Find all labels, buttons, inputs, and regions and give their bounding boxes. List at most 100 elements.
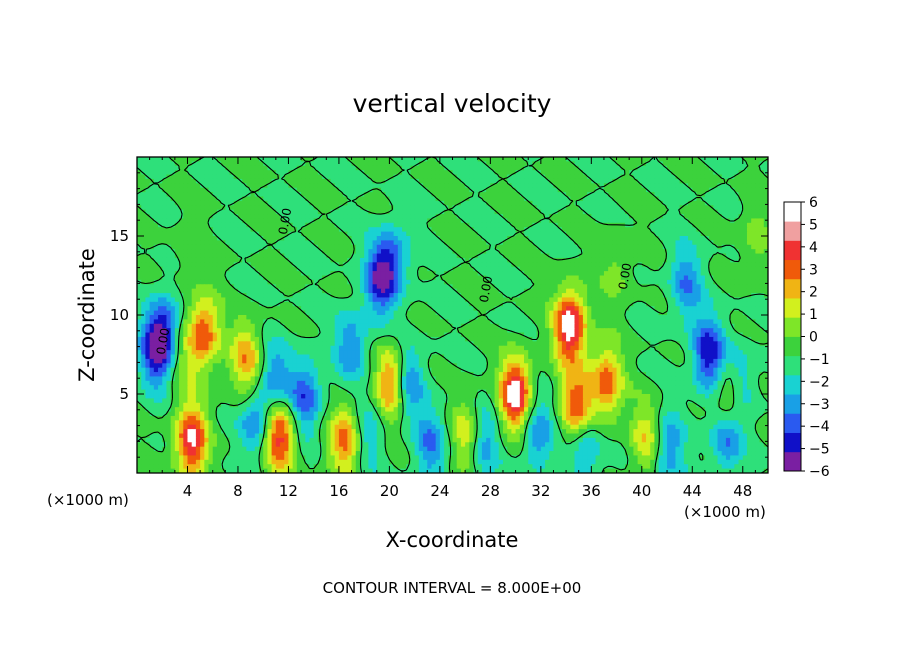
field-cell (603, 257, 609, 263)
field-cell (414, 275, 420, 281)
field-cell (608, 275, 613, 281)
field-cell (410, 240, 416, 246)
field-cell (620, 170, 626, 176)
field-cell (153, 231, 159, 237)
field-cell (355, 297, 361, 303)
field-cell (658, 275, 664, 281)
field-cell (477, 236, 483, 241)
field-cell (393, 222, 399, 228)
field-cell (145, 192, 151, 198)
field-cell (187, 253, 193, 259)
field-cell (717, 271, 723, 277)
field-cell (393, 266, 399, 272)
field-cell (376, 218, 382, 224)
field-cell (755, 279, 761, 285)
field-cell (524, 262, 529, 268)
field-cell (397, 222, 403, 228)
field-cell (364, 288, 369, 294)
field-cell (696, 275, 702, 281)
field-cell (246, 253, 252, 259)
field-cell (650, 227, 656, 233)
field-cell (578, 227, 584, 233)
field-cell (242, 157, 247, 162)
field-cell (755, 161, 761, 167)
field-cell (145, 183, 151, 189)
field-cell (229, 170, 235, 176)
field-cell (288, 170, 294, 176)
field-cell (183, 266, 189, 272)
field-cell (191, 266, 197, 272)
field-cell (532, 288, 538, 294)
field-cell (755, 165, 761, 171)
field-cell (603, 174, 609, 180)
field-cell (280, 192, 285, 198)
field-cell (725, 209, 731, 215)
field-cell (528, 279, 534, 285)
field-cell (679, 222, 685, 228)
field-cell (170, 192, 176, 198)
field-cell (229, 157, 235, 162)
field-cell (343, 271, 348, 277)
field-cell (612, 200, 618, 206)
field-cell (397, 209, 403, 215)
field-cell (410, 227, 416, 233)
field-cell (195, 218, 201, 224)
field-cell (566, 196, 571, 202)
field-cell (246, 275, 252, 281)
field-cell (258, 209, 264, 215)
field-cell (330, 293, 336, 299)
field-cell (540, 297, 546, 303)
field-cell (763, 262, 768, 268)
field-cell (402, 288, 407, 294)
field-cell (570, 209, 576, 215)
field-cell (734, 257, 740, 263)
field-cell (414, 196, 420, 202)
field-cell (212, 157, 218, 162)
field-cell (444, 170, 449, 176)
field-cell (208, 288, 214, 294)
field-cell (368, 297, 374, 303)
field-cell (427, 200, 433, 206)
field-cell (229, 200, 235, 206)
field-cell (578, 187, 584, 193)
field-cell (250, 161, 256, 167)
field-cell (696, 187, 702, 193)
field-cell (343, 209, 348, 215)
field-cell (490, 218, 496, 224)
field-cell (570, 231, 576, 237)
field-cell (574, 240, 580, 246)
field-cell (465, 262, 470, 268)
field-cell (477, 249, 483, 255)
field-cell (738, 284, 744, 290)
field-cell (288, 266, 294, 272)
field-cell (397, 262, 403, 268)
field-cell (174, 214, 180, 220)
field-cell (524, 236, 529, 241)
field-cell (267, 227, 273, 233)
field-cell (536, 192, 542, 198)
field-cell (587, 200, 592, 206)
field-cell (309, 178, 315, 184)
field-cell (427, 262, 433, 268)
field-cell (170, 301, 176, 307)
field-cell (431, 174, 437, 180)
field-cell (578, 297, 584, 303)
field-cell (692, 192, 698, 198)
field-cell (696, 297, 702, 303)
field-cell (237, 157, 243, 162)
field-cell (452, 253, 458, 259)
field-cell (166, 178, 172, 184)
field-cell (242, 236, 247, 241)
field-cell (174, 275, 180, 281)
field-cell (566, 271, 571, 277)
field-cell (481, 297, 487, 303)
field-cell (280, 262, 285, 268)
field-cell (570, 275, 576, 281)
field-cell (372, 262, 378, 268)
field-cell (734, 284, 740, 290)
field-cell (608, 249, 613, 255)
field-cell (406, 196, 412, 202)
field-cell (355, 209, 361, 215)
field-cell (524, 297, 529, 303)
field-cell (624, 174, 630, 180)
